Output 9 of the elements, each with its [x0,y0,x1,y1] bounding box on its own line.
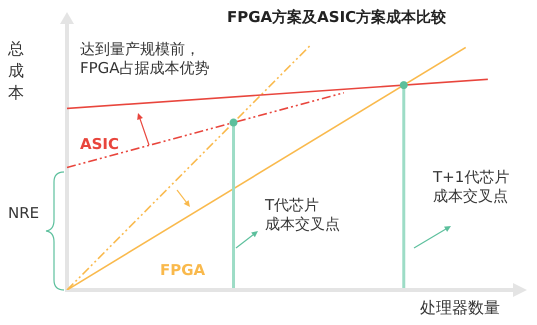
y-axis-title: 总成本 [8,38,25,104]
text: NRE [8,204,40,223]
series-label: ASIC [80,135,120,153]
series-label: FPGA [160,261,206,279]
annotation: 达到量产规模前，FPGA占据成本优势 [80,40,211,78]
x-axis-title: 处理器数量 [420,298,500,317]
annotation: T代芯片成本交叉点 [265,196,341,234]
annotation: T+1代芯片成本交叉点 [433,168,510,206]
chart-title: FPGA方案及ASIC方案成本比较 [227,8,446,27]
